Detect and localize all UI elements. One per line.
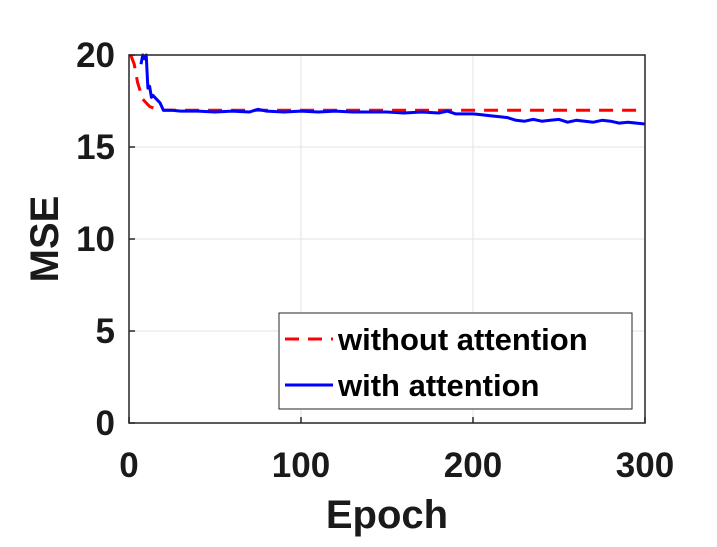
y-axis-label: MSE	[23, 196, 67, 283]
y-tick-label: 0	[96, 404, 115, 443]
legend-box	[278, 312, 633, 410]
y-tick-label: 5	[96, 312, 115, 351]
y-tick-label: 10	[76, 220, 115, 259]
x-tick-label: 300	[616, 446, 674, 485]
x-tick-label: 200	[444, 446, 502, 485]
x-tick-label: 100	[272, 446, 330, 485]
legend-label-with-attention: with attention	[337, 368, 539, 403]
x-axis-label: Epoch	[326, 493, 448, 537]
legend-label-without-attention: without attention	[337, 322, 588, 357]
x-tick-label: 0	[119, 446, 138, 485]
y-tick-label: 15	[76, 128, 115, 167]
series-line-with-attention	[139, 53, 646, 126]
legend: without attention with attention	[278, 312, 633, 410]
series-layer	[129, 53, 646, 126]
tick-labels: 0 100 200 300 0 5 10 15 20	[76, 36, 674, 485]
y-tick-label: 20	[76, 36, 115, 75]
